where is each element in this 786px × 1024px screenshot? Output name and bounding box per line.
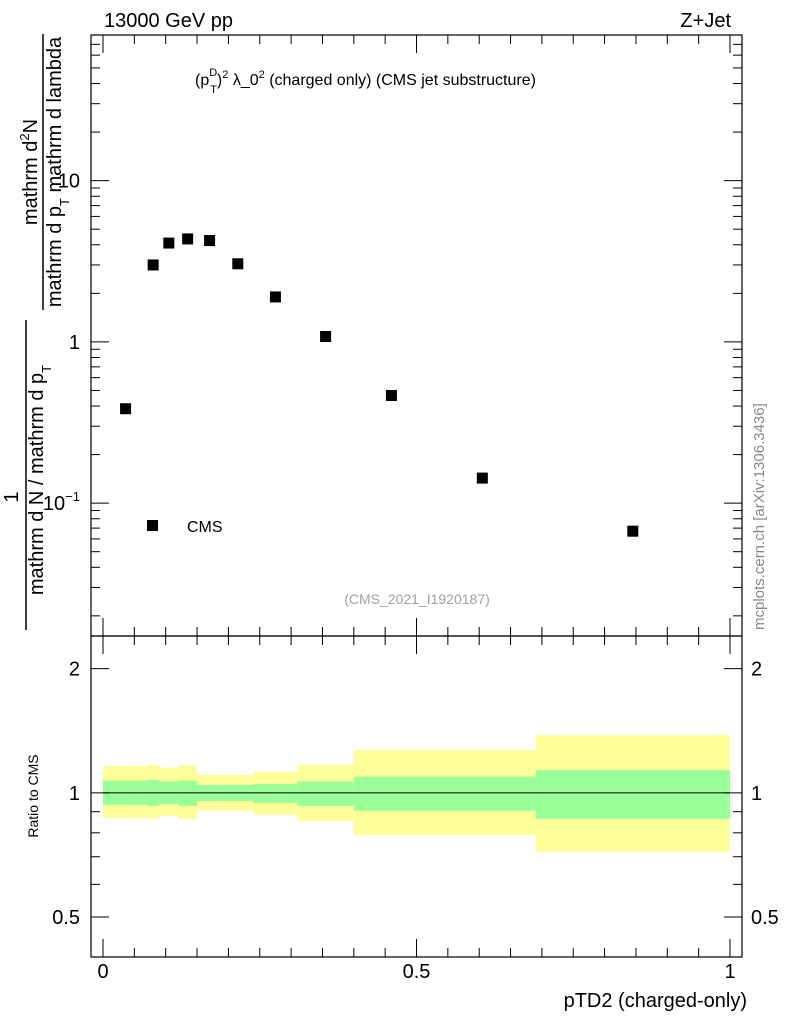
x-tick-label: 1 bbox=[724, 961, 735, 983]
ratio-y-tick-labels: 2 2 1 1 0.5 0.5 bbox=[52, 659, 779, 929]
ratio-y-axis-label: Ratio to CMS bbox=[25, 754, 41, 837]
ylabel-lhs-denominator: mathrm d N / mathrm d pT bbox=[26, 365, 54, 595]
inner-band-segment bbox=[429, 776, 536, 811]
cms-data-point bbox=[204, 235, 216, 247]
cms-data-point bbox=[627, 525, 639, 537]
main-y-tick-labels: 10 1 10−1 bbox=[43, 171, 80, 516]
cms-data-point bbox=[147, 259, 159, 271]
ratio-bands bbox=[103, 735, 730, 852]
cms-data-points bbox=[120, 233, 639, 537]
cms-data-point bbox=[269, 291, 281, 303]
ratio-y-tick-label-left: 0.5 bbox=[52, 907, 80, 929]
main-y-tick-label: 1 bbox=[69, 332, 80, 354]
ylabel-numerator: mathrm d2N bbox=[17, 119, 42, 225]
main-y-axis-label: mathrm d2N mathrm d pT mathrm d lambda 1… bbox=[1, 34, 72, 630]
plot-title: (pD T)2 λ_02 (charged only) (CMS jet subs… bbox=[195, 67, 536, 96]
inner-band-segment bbox=[535, 770, 730, 819]
ylabel-lhs-one: 1 bbox=[1, 491, 23, 502]
x-axis-label: pTD2 (charged-only) bbox=[564, 990, 747, 1012]
ratio-axis-ticks bbox=[91, 636, 742, 958]
main-y-tick-label: 10 bbox=[58, 171, 80, 193]
ratio-y-tick-label-left: 1 bbox=[69, 783, 80, 805]
ratio-y-tick-label-right: 0.5 bbox=[751, 907, 779, 929]
ratio-y-tick-label-right: 1 bbox=[751, 783, 762, 805]
inner-band-segment bbox=[353, 776, 430, 811]
cms-data-point bbox=[320, 330, 332, 342]
ylabel-denominator: mathrm d pT mathrm d lambda bbox=[44, 36, 72, 307]
main-axis-ticks bbox=[91, 34, 742, 636]
x-tick-label: 0 bbox=[97, 961, 108, 983]
legend-label: CMS bbox=[187, 519, 223, 536]
side-label: mcplots.cern.ch [arXiv:1306.3436] bbox=[751, 403, 768, 630]
main-y-tick-label: 10−1 bbox=[43, 489, 80, 515]
x-tick-labels: 0 0.5 1 bbox=[97, 961, 735, 983]
cms-data-point bbox=[385, 390, 397, 402]
inner-band-segment bbox=[253, 784, 298, 803]
ratio-y-tick-label-left: 2 bbox=[69, 659, 80, 681]
cms-data-point bbox=[163, 237, 175, 249]
energy-label: 13000 GeV pp bbox=[104, 10, 233, 32]
ratio-y-tick-label-right: 2 bbox=[751, 659, 762, 681]
cms-data-point bbox=[476, 472, 488, 484]
process-label: Z+Jet bbox=[680, 10, 731, 32]
legend-marker bbox=[147, 520, 158, 531]
cms-data-point bbox=[232, 258, 244, 270]
cms-data-point bbox=[120, 403, 132, 415]
cms-data-point bbox=[182, 233, 194, 245]
x-tick-label: 0.5 bbox=[403, 961, 431, 983]
analysis-label: (CMS_2021_I1920187) bbox=[344, 591, 490, 607]
inner-band-segment bbox=[297, 781, 354, 806]
main-plot-frame bbox=[90, 34, 743, 637]
